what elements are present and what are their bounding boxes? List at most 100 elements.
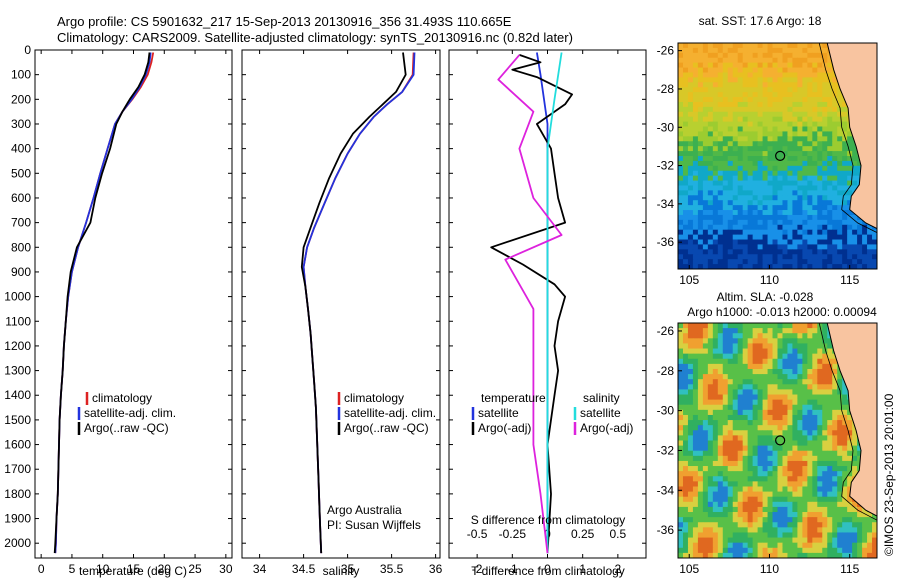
map-cell [737, 264, 744, 269]
map-cell [852, 185, 858, 191]
map-cell [812, 101, 818, 108]
map-cell [777, 506, 783, 513]
map-cell [802, 200, 808, 206]
map-cell [737, 323, 744, 329]
map-cell [812, 333, 818, 339]
map-cell [722, 552, 729, 558]
map-cell [837, 111, 843, 118]
map-cell [732, 404, 739, 411]
y-tick-label: 1900 [4, 512, 31, 526]
map-cell [737, 249, 744, 255]
map-cell [702, 532, 709, 538]
map-cell [822, 200, 828, 206]
map-cell [752, 190, 759, 196]
map-cell [787, 527, 793, 533]
map-cell [762, 425, 768, 431]
map-cell [722, 234, 729, 240]
map-cell [787, 97, 793, 103]
map-cell [792, 358, 798, 365]
map-cell [712, 229, 719, 236]
map-cell [792, 440, 798, 447]
map-cell [678, 517, 684, 523]
map-cell [732, 156, 739, 162]
map-cell [702, 338, 709, 344]
map-cell [747, 358, 754, 365]
difference-legend: temperature salinity satellite Argo(-adj… [471, 391, 633, 435]
map-cell [762, 455, 768, 462]
map-cell [702, 57, 709, 64]
map-cell [692, 97, 699, 103]
map-cell [827, 471, 833, 477]
map-cell [797, 67, 803, 73]
map-cell [772, 259, 778, 265]
map-cell [722, 450, 729, 457]
map-cell [847, 440, 853, 447]
map-cell [772, 425, 778, 431]
map-cell [802, 481, 808, 487]
map-cell [727, 343, 734, 349]
map-cell [678, 425, 684, 431]
map-cell [712, 205, 719, 211]
map-cell [797, 506, 803, 513]
map-cell [702, 486, 709, 492]
map-cell [827, 67, 833, 73]
map-cell [817, 160, 823, 167]
map-cell [807, 180, 813, 186]
map-cell [792, 101, 798, 108]
map-cell [717, 532, 724, 538]
map-cell [837, 506, 843, 513]
map-cell [777, 450, 783, 457]
map-cell [732, 394, 739, 401]
map-cell [867, 512, 873, 518]
map-cell [777, 111, 783, 118]
map-cell [678, 200, 684, 206]
map-cell [857, 542, 863, 549]
map-cell [682, 43, 689, 49]
map-cell [767, 547, 773, 554]
map-cell [757, 358, 763, 365]
map-cell [678, 420, 684, 426]
map-cell [802, 210, 808, 216]
map-cell [702, 264, 709, 269]
map-cell [692, 394, 699, 401]
map-cell [772, 374, 778, 380]
map-cell [782, 420, 788, 426]
map-cell [757, 146, 763, 152]
map-cell [682, 160, 689, 167]
map-cell [777, 219, 783, 226]
map-cell [727, 126, 734, 132]
map-cell [787, 328, 793, 334]
map-cell [787, 67, 793, 73]
map-cell [757, 506, 763, 513]
map-cell [732, 106, 739, 113]
salinity-legend: climatology satellite-adj. clim. Argo(..… [337, 391, 436, 435]
map-cell [802, 522, 808, 528]
map-cell [682, 399, 689, 406]
map-cell [822, 379, 828, 385]
map-cell [732, 111, 739, 118]
map-cell [837, 160, 843, 167]
map-cell [732, 440, 739, 447]
map-cell [742, 219, 749, 226]
map-cell [717, 264, 724, 269]
map-cell [802, 111, 808, 118]
map-cell [752, 466, 759, 472]
map-cell [817, 259, 823, 265]
map-cell [702, 547, 709, 554]
map-cell [802, 363, 808, 370]
map-cell [752, 414, 759, 421]
map-cell [842, 259, 848, 265]
map-cell [752, 219, 759, 226]
map-cell [712, 476, 719, 482]
map-cell [802, 532, 808, 538]
map-cell [687, 491, 694, 498]
map-cell [792, 52, 798, 59]
map-cell [752, 435, 759, 441]
map-cell [817, 455, 823, 462]
map-cell [842, 404, 848, 411]
map-cell [797, 425, 803, 431]
map-cell [787, 501, 793, 508]
map-cell [707, 537, 714, 544]
map-cell [767, 466, 773, 472]
map-cell [787, 121, 793, 127]
